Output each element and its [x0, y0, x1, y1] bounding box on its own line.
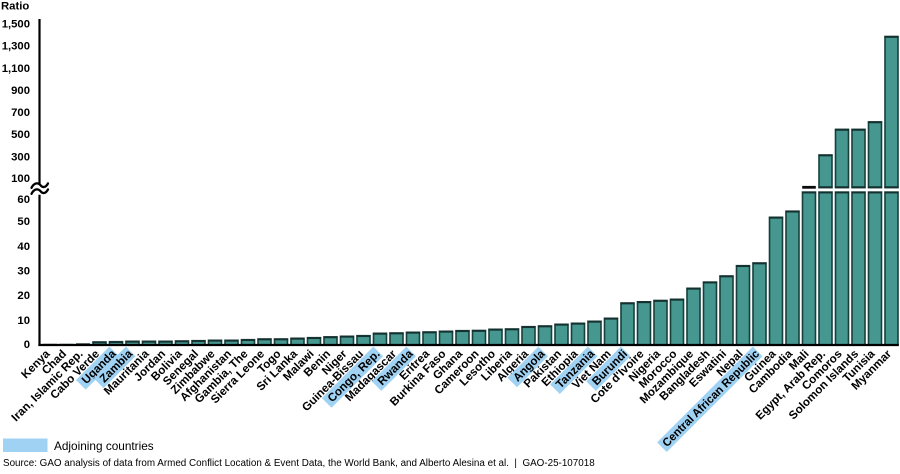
svg-text:Source: GAO analysis of data f: Source: GAO analysis of data from Armed …	[3, 458, 595, 469]
svg-text:Ratio: Ratio	[1, 1, 29, 13]
svg-text:500: 500	[11, 129, 30, 141]
svg-text:700: 700	[11, 107, 30, 119]
svg-text:900: 900	[11, 85, 30, 97]
svg-text:10: 10	[17, 315, 30, 327]
svg-text:0: 0	[24, 339, 30, 351]
svg-text:50: 50	[17, 216, 30, 228]
svg-text:20: 20	[17, 290, 30, 302]
svg-text:1,100: 1,100	[2, 63, 30, 75]
svg-text:1,500: 1,500	[2, 19, 30, 31]
svg-text:300: 300	[11, 151, 30, 163]
svg-text:1,300: 1,300	[2, 41, 30, 53]
svg-text:30: 30	[17, 266, 30, 278]
svg-text:40: 40	[17, 241, 30, 253]
svg-text:60: 60	[17, 194, 30, 206]
svg-text:Adjoining countries: Adjoining countries	[54, 439, 154, 453]
svg-text:100: 100	[11, 173, 30, 185]
